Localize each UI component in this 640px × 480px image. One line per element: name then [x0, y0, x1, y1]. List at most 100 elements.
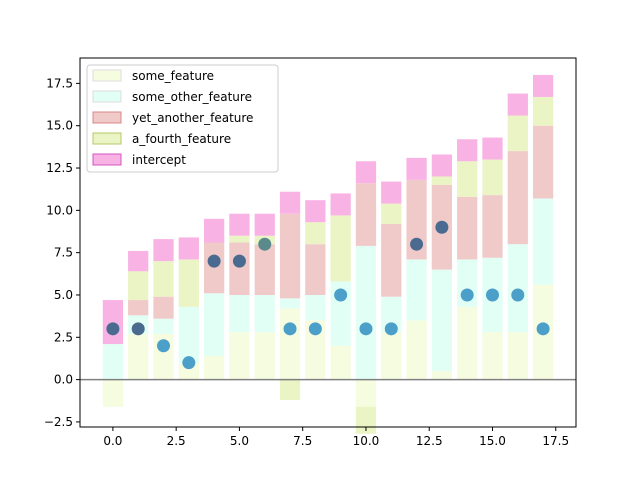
bar-a_fourth_feature-14	[457, 161, 478, 197]
bar-some_other_feature-3	[178, 306, 199, 363]
x-tick-label: 10.0	[353, 434, 380, 448]
bar-intercept-16	[507, 93, 528, 116]
bar-some_feature-1	[128, 333, 149, 380]
legend-box	[86, 64, 279, 173]
x-tick-label: 12.5	[416, 434, 443, 448]
legend-swatch-some_other_feature	[92, 90, 122, 103]
data-point-4	[207, 254, 221, 268]
bar-yet_another_feature-6	[254, 244, 275, 295]
bar-yet_another_feature-4	[204, 242, 225, 294]
bar-intercept-8	[305, 200, 326, 223]
legend-swatch-intercept	[92, 153, 122, 166]
bar-some_other_feature-4	[204, 293, 225, 356]
bar-some_feature-11	[381, 332, 402, 380]
bar-intercept-12	[406, 157, 427, 180]
bar-layer	[102, 74, 554, 434]
y-tick-label: 5.0	[54, 288, 73, 302]
bar-a_fourth_feature-7	[279, 379, 301, 400]
bar-intercept-15	[482, 137, 503, 160]
bar-yet_another_feature-5	[229, 242, 250, 295]
bar-intercept-10	[355, 161, 377, 184]
data-point-11	[384, 322, 398, 336]
data-point-7	[283, 322, 297, 336]
data-point-12	[410, 237, 424, 251]
bar-some_other_feature-5	[229, 294, 250, 333]
bar-some_other_feature-16	[507, 244, 528, 333]
bar-some_feature-10	[355, 379, 377, 407]
bar-some_other_feature-13	[431, 269, 452, 372]
bar-intercept-4	[204, 218, 225, 243]
legend-swatch-a_fourth_feature	[92, 132, 122, 145]
legend-swatch-yet_another_feature	[92, 111, 122, 124]
bar-some_feature-15	[482, 332, 503, 380]
x-tick-label: 0.0	[103, 434, 122, 448]
legend-swatch-some_feature	[92, 69, 122, 82]
bar-a_fourth_feature-16	[507, 115, 528, 152]
point-layer	[106, 220, 550, 370]
legend: some_feature some_other_feature yet_anothe…	[86, 64, 279, 173]
bar-some_other_feature-7	[279, 298, 301, 309]
plot-frame	[79, 57, 577, 428]
data-point-15	[485, 288, 499, 302]
bar-some_feature-8	[305, 320, 326, 380]
bar-some_other_feature-12	[406, 259, 427, 321]
y-axis: −2.5 0.0 2.5 5.0 7.5 10.0 12.5 15.0 17.5	[44, 76, 80, 429]
bar-yet_another_feature-10	[355, 183, 377, 246]
bar-some_feature-0	[102, 379, 124, 407]
data-point-14	[460, 288, 474, 302]
bar-yet_another_feature-11	[381, 223, 402, 297]
bar-some_other_feature-8	[305, 294, 326, 321]
bar-some_feature-12	[406, 320, 427, 380]
bar-yet_another_feature-7	[279, 213, 301, 299]
bar-yet_another_feature-2	[153, 296, 174, 319]
bar-intercept-3	[178, 237, 199, 260]
legend-label-intercept: intercept	[132, 153, 186, 167]
bar-intercept-1	[128, 250, 149, 272]
bar-some_feature-6	[254, 332, 275, 380]
bar-intercept-2	[153, 239, 174, 262]
bar-a_fourth_feature-1	[128, 271, 149, 301]
y-tick-label: 12.5	[46, 161, 73, 175]
bar-yet_another_feature-1	[128, 300, 149, 316]
bar-some_feature-16	[507, 332, 528, 380]
legend-label-some_feature: some_feature	[132, 69, 214, 83]
y-tick-label: 15.0	[46, 119, 73, 133]
y-tick-label: −2.5	[44, 415, 73, 429]
bar-intercept-14	[457, 139, 478, 162]
bar-a_fourth_feature-17	[532, 96, 554, 126]
x-axis: 0.0 2.5 5.0 7.5 10.0 12.5 15.0 17.5	[103, 427, 569, 448]
y-tick-label: 0.0	[54, 373, 73, 387]
y-tick-label: 2.5	[54, 330, 73, 344]
data-point-10	[359, 322, 373, 336]
data-point-6	[258, 237, 272, 251]
bar-intercept-17	[532, 74, 554, 97]
legend-label-a_fourth_feature: a_fourth_feature	[132, 132, 231, 146]
data-point-5	[232, 254, 246, 268]
bar-yet_another_feature-14	[457, 196, 478, 260]
y-tick-label: 7.5	[54, 246, 73, 260]
bar-some_other_feature-17	[532, 198, 554, 285]
bar-some_feature-7	[279, 308, 301, 380]
bar-some_feature-4	[204, 355, 225, 380]
bar-intercept-13	[431, 154, 452, 177]
data-point-13	[435, 220, 449, 234]
bar-some_feature-3	[178, 362, 199, 380]
bar-a_fourth_feature-5	[229, 235, 250, 243]
x-tick-label: 15.0	[479, 434, 506, 448]
bar-a_fourth_feature-11	[381, 203, 402, 224]
bar-intercept-9	[330, 193, 351, 216]
data-point-16	[511, 288, 525, 302]
bar-intercept-6	[254, 213, 275, 236]
bar-yet_another_feature-15	[482, 195, 503, 258]
bar-a_fourth_feature-9	[330, 215, 351, 282]
bar-some_feature-9	[330, 345, 351, 380]
bar-intercept-5	[229, 213, 250, 236]
bar-intercept-0	[102, 300, 124, 345]
bar-a_fourth_feature-15	[482, 159, 503, 196]
legend-label-yet_another_feature: yet_another_feature	[132, 111, 253, 125]
data-point-1	[131, 322, 145, 336]
data-point-0	[106, 322, 120, 336]
y-tick-label: 10.0	[46, 203, 73, 217]
bar-some_feature-14	[457, 306, 478, 380]
bar-yet_another_feature-12	[406, 179, 427, 260]
